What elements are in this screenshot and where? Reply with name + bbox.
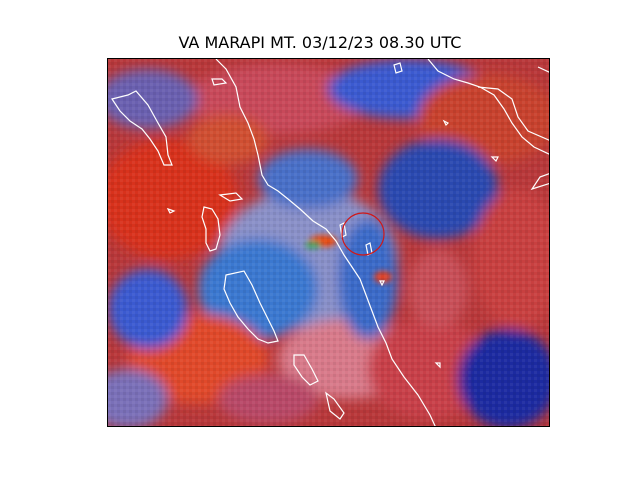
island-top-1 xyxy=(393,62,403,74)
island-dot-1 xyxy=(442,119,450,127)
island-riau xyxy=(530,173,549,191)
island-dot-2 xyxy=(490,156,499,163)
island-simeulue xyxy=(111,90,173,166)
island-nias xyxy=(201,206,221,252)
malay-coastline-2 xyxy=(477,86,549,141)
coastlines xyxy=(111,59,549,426)
satellite-map[interactable] xyxy=(107,58,550,427)
island-small-top xyxy=(211,78,228,86)
map-canvas xyxy=(108,59,549,426)
sumatra-coastline xyxy=(215,59,436,426)
malay-coastline xyxy=(427,59,549,155)
island-top-2 xyxy=(537,66,549,73)
island-pagai xyxy=(293,354,319,386)
island-small-1 xyxy=(218,192,244,202)
volcano-ring-marker xyxy=(341,212,385,256)
island-small-2 xyxy=(166,207,176,214)
island-siberut xyxy=(223,270,279,344)
island-enggano xyxy=(325,391,345,420)
island-dot-3 xyxy=(434,362,441,369)
figure-title: VA MARAPI MT. 03/12/23 08.30 UTC xyxy=(178,33,462,52)
lake xyxy=(339,222,347,238)
island-dot-4 xyxy=(379,280,385,287)
